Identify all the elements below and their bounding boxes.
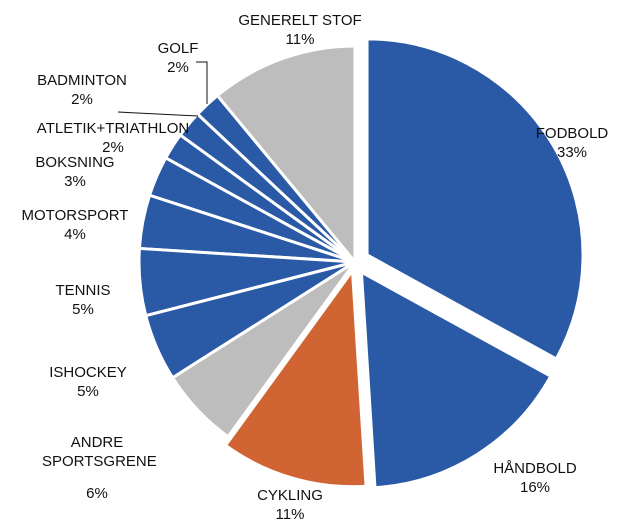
slice-label: BOKSNING 3%	[35, 153, 114, 191]
leader-line	[196, 61, 208, 104]
value-label: 5%	[77, 383, 99, 400]
category-label: BOKSNING	[35, 154, 115, 171]
category-label: CYKLING	[257, 487, 323, 504]
category-label: GOLF	[157, 40, 199, 57]
pie-slice	[171, 260, 357, 439]
slice-label: MOTORSPORT 4%	[22, 206, 129, 244]
category-label: GENERELT STOF	[238, 12, 362, 29]
value-label: 33%	[556, 144, 588, 161]
value-label: 2%	[167, 59, 189, 76]
slice-label: HÅNDBOLD 16%	[493, 459, 576, 497]
value-label: 11%	[275, 506, 305, 523]
slice-label: TENNIS 5%	[55, 281, 110, 319]
pie-slice	[365, 37, 585, 361]
slice-label: FODBOLD 33%	[536, 124, 609, 162]
slice-label: GENERELT STOF 11%	[238, 11, 361, 49]
category-label: BADMINTON	[37, 72, 127, 89]
slice-label: CYKLING 11%	[257, 486, 323, 524]
value-label: 6%	[86, 485, 108, 502]
value-label: 5%	[72, 301, 94, 318]
pie-slice	[224, 269, 368, 489]
category-label: HÅNDBOLD	[493, 460, 577, 477]
slice-label: ATLETIK+TRIATHLON 2%	[37, 119, 189, 157]
value-label: 4%	[64, 226, 86, 243]
leader-line	[117, 111, 199, 117]
slice-label: GOLF 2%	[158, 39, 199, 77]
slice-label: ISHOCKEY 5%	[49, 363, 127, 401]
category-label: ISHOCKEY	[49, 364, 127, 381]
value-label: 2%	[102, 139, 124, 156]
category-label: TENNIS	[55, 282, 111, 299]
category-label: ATLETIK+TRIATHLON	[36, 120, 190, 137]
category-label: MOTORSPORT	[21, 207, 129, 224]
pie-slice	[359, 270, 553, 490]
value-label: 3%	[64, 173, 86, 190]
slice-label: ANDRE SPORTSGRENE 6%	[42, 433, 157, 503]
value-label: 11%	[285, 31, 315, 48]
category-label: ANDRE SPORTSGRENE	[42, 434, 157, 470]
category-label: FODBOLD	[535, 125, 609, 142]
value-label: 2%	[71, 91, 93, 108]
pie-slice	[215, 44, 357, 264]
value-label: 16%	[519, 479, 551, 496]
slice-label: BADMINTON 2%	[37, 71, 127, 109]
